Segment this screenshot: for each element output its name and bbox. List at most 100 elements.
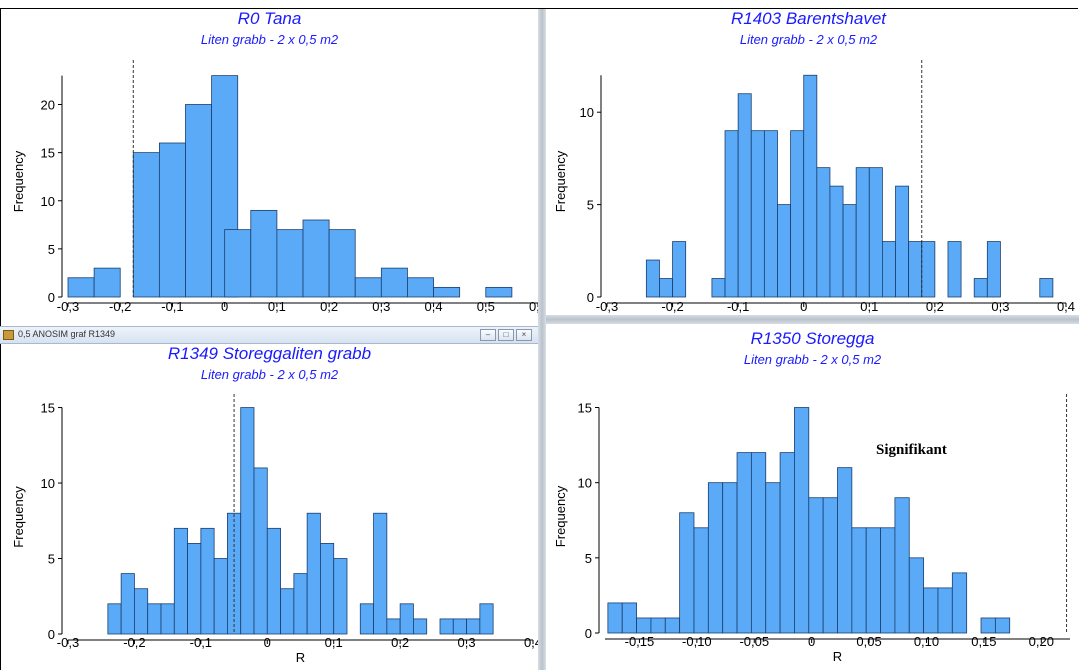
x-tick-label: 0,6 xyxy=(529,299,538,314)
chart-panel-r1350-storegga: R1350 Storegga Liten grabb - 2 x 0,5 m2 0 5… xyxy=(546,324,1079,670)
x-tick-label: 0,05 xyxy=(856,634,881,649)
chart-subtitle: Liten grabb - 2 x 0,5 m2 xyxy=(744,352,882,367)
histogram-bar xyxy=(779,452,795,634)
histogram-bar xyxy=(328,229,356,298)
histogram-bar xyxy=(479,603,494,635)
histogram-bar xyxy=(923,587,939,634)
y-tick-label: 0 xyxy=(48,627,55,642)
y-axis-label: Frequency xyxy=(11,150,26,212)
histogram-bar xyxy=(200,527,215,635)
histogram-bar xyxy=(908,241,923,298)
x-tick-label: 0,3 xyxy=(372,299,390,314)
horizontal-splitter[interactable] xyxy=(546,315,1079,324)
chart-subtitle: Liten grabb - 2 x 0,5 m2 xyxy=(201,367,339,382)
histogram-bar xyxy=(659,278,673,298)
histogram-bar xyxy=(994,617,1011,634)
histogram-bar xyxy=(724,130,739,298)
x-axis-label: R xyxy=(296,650,305,665)
y-tick-label: 10 xyxy=(578,476,592,491)
histogram-bar xyxy=(185,104,213,298)
histogram-bar xyxy=(240,407,255,635)
x-tick-label: 0,4 xyxy=(425,299,443,314)
x-tick-label: 0,2 xyxy=(320,299,338,314)
histogram-bar xyxy=(250,209,278,298)
y-tick-label: 0 xyxy=(585,626,592,641)
y-axis-label: Frequency xyxy=(553,485,568,547)
chart-subtitle: Liten grabb - 2 x 0,5 m2 xyxy=(201,32,339,47)
histogram-bar xyxy=(937,587,953,634)
histogram-svg: R1350 Storegga Liten grabb - 2 x 0,5 m2 0 5… xyxy=(553,329,1070,664)
histogram-bar xyxy=(173,527,188,635)
histogram-bar xyxy=(980,617,996,634)
histogram-bar xyxy=(333,558,348,635)
close-icon[interactable]: × xyxy=(516,329,532,341)
y-tick-label: 15 xyxy=(578,401,592,416)
y-tick-label: 10 xyxy=(41,194,55,209)
x-tick-label: -0,15 xyxy=(625,634,655,649)
y-tick-label: 5 xyxy=(48,242,55,257)
histogram-bar xyxy=(134,588,149,635)
histogram-bar xyxy=(672,241,687,298)
histogram-bar xyxy=(894,497,910,634)
minimize-icon[interactable]: – xyxy=(480,329,496,341)
y-tick-label: 15 xyxy=(41,401,55,416)
histogram-bar xyxy=(765,482,781,634)
chart-title: R1403 Barentshavet xyxy=(731,9,887,28)
x-tick-label: 0,4 xyxy=(1057,299,1075,314)
histogram-svg: R1403 Barentshavet Liten grabb - 2 x 0,5 … xyxy=(553,9,1075,314)
x-tick-label: 0,2 xyxy=(391,635,409,650)
histogram-bar xyxy=(466,618,481,635)
histogram-bar xyxy=(433,286,461,298)
x-tick-label: 0,3 xyxy=(991,299,1009,314)
y-tick-label: 5 xyxy=(587,198,594,213)
histogram-bar xyxy=(829,185,844,298)
histogram-bar xyxy=(794,407,810,634)
histogram-bar xyxy=(413,618,428,635)
x-tick-label: -0,1 xyxy=(190,635,212,650)
histogram-bar xyxy=(868,167,883,298)
x-tick-label: 0 xyxy=(264,635,271,650)
histogram-bar xyxy=(842,204,857,298)
chart-title: R1349 Storeggaliten grabb xyxy=(168,344,371,363)
x-tick-label: -0,2 xyxy=(109,299,131,314)
histogram-bar xyxy=(881,241,896,298)
x-tick-label: 0,1 xyxy=(268,299,286,314)
x-axis-label: R xyxy=(298,314,307,315)
histogram-bar xyxy=(908,557,925,634)
histogram-bar xyxy=(947,241,962,298)
histogram-bar xyxy=(777,204,792,298)
histogram-bar xyxy=(973,278,988,298)
window-titlebar[interactable]: 0,5 ANOSIM graf R1349 – □ × xyxy=(0,326,538,344)
y-tick-label: 20 xyxy=(41,98,55,113)
histogram-bar xyxy=(803,74,818,298)
y-axis-label: Frequency xyxy=(553,150,568,212)
app-icon xyxy=(3,330,14,340)
histogram-bar xyxy=(895,185,910,298)
histogram-bar xyxy=(722,482,738,634)
histogram-bar xyxy=(158,142,186,298)
vertical-splitter[interactable] xyxy=(538,9,546,670)
maximize-icon[interactable]: □ xyxy=(498,329,514,341)
chart-subtitle: Liten grabb - 2 x 0,5 m2 xyxy=(740,32,878,47)
histogram-bar xyxy=(380,267,408,298)
y-tick-label: 0 xyxy=(587,290,594,305)
x-tick-label: -0,3 xyxy=(57,299,79,314)
histogram-bar xyxy=(986,241,1001,298)
histogram-bar xyxy=(921,241,936,298)
x-tick-label: -0,1 xyxy=(727,299,749,314)
y-tick-label: 10 xyxy=(41,476,55,491)
y-tick-label: 10 xyxy=(580,105,594,120)
chart-panel-r0-tana: R0 Tana Liten grabb - 2 x 0,5 m2 0 5 10 15 20 -… xyxy=(1,9,538,315)
histogram-bar xyxy=(266,527,281,635)
histogram-bar xyxy=(147,603,162,635)
histogram-bar xyxy=(951,572,968,634)
x-tick-label: 0 xyxy=(221,299,228,314)
chart-title: R0 Tana xyxy=(238,9,302,28)
histogram-bar xyxy=(711,278,726,298)
histogram-svg: R1349 Storeggaliten grabb Liten grabb - 2… xyxy=(11,344,538,665)
histogram-bar xyxy=(737,93,752,298)
x-tick-label: -0,2 xyxy=(123,635,145,650)
histogram-bar xyxy=(808,497,824,634)
histogram-bar xyxy=(107,603,122,635)
